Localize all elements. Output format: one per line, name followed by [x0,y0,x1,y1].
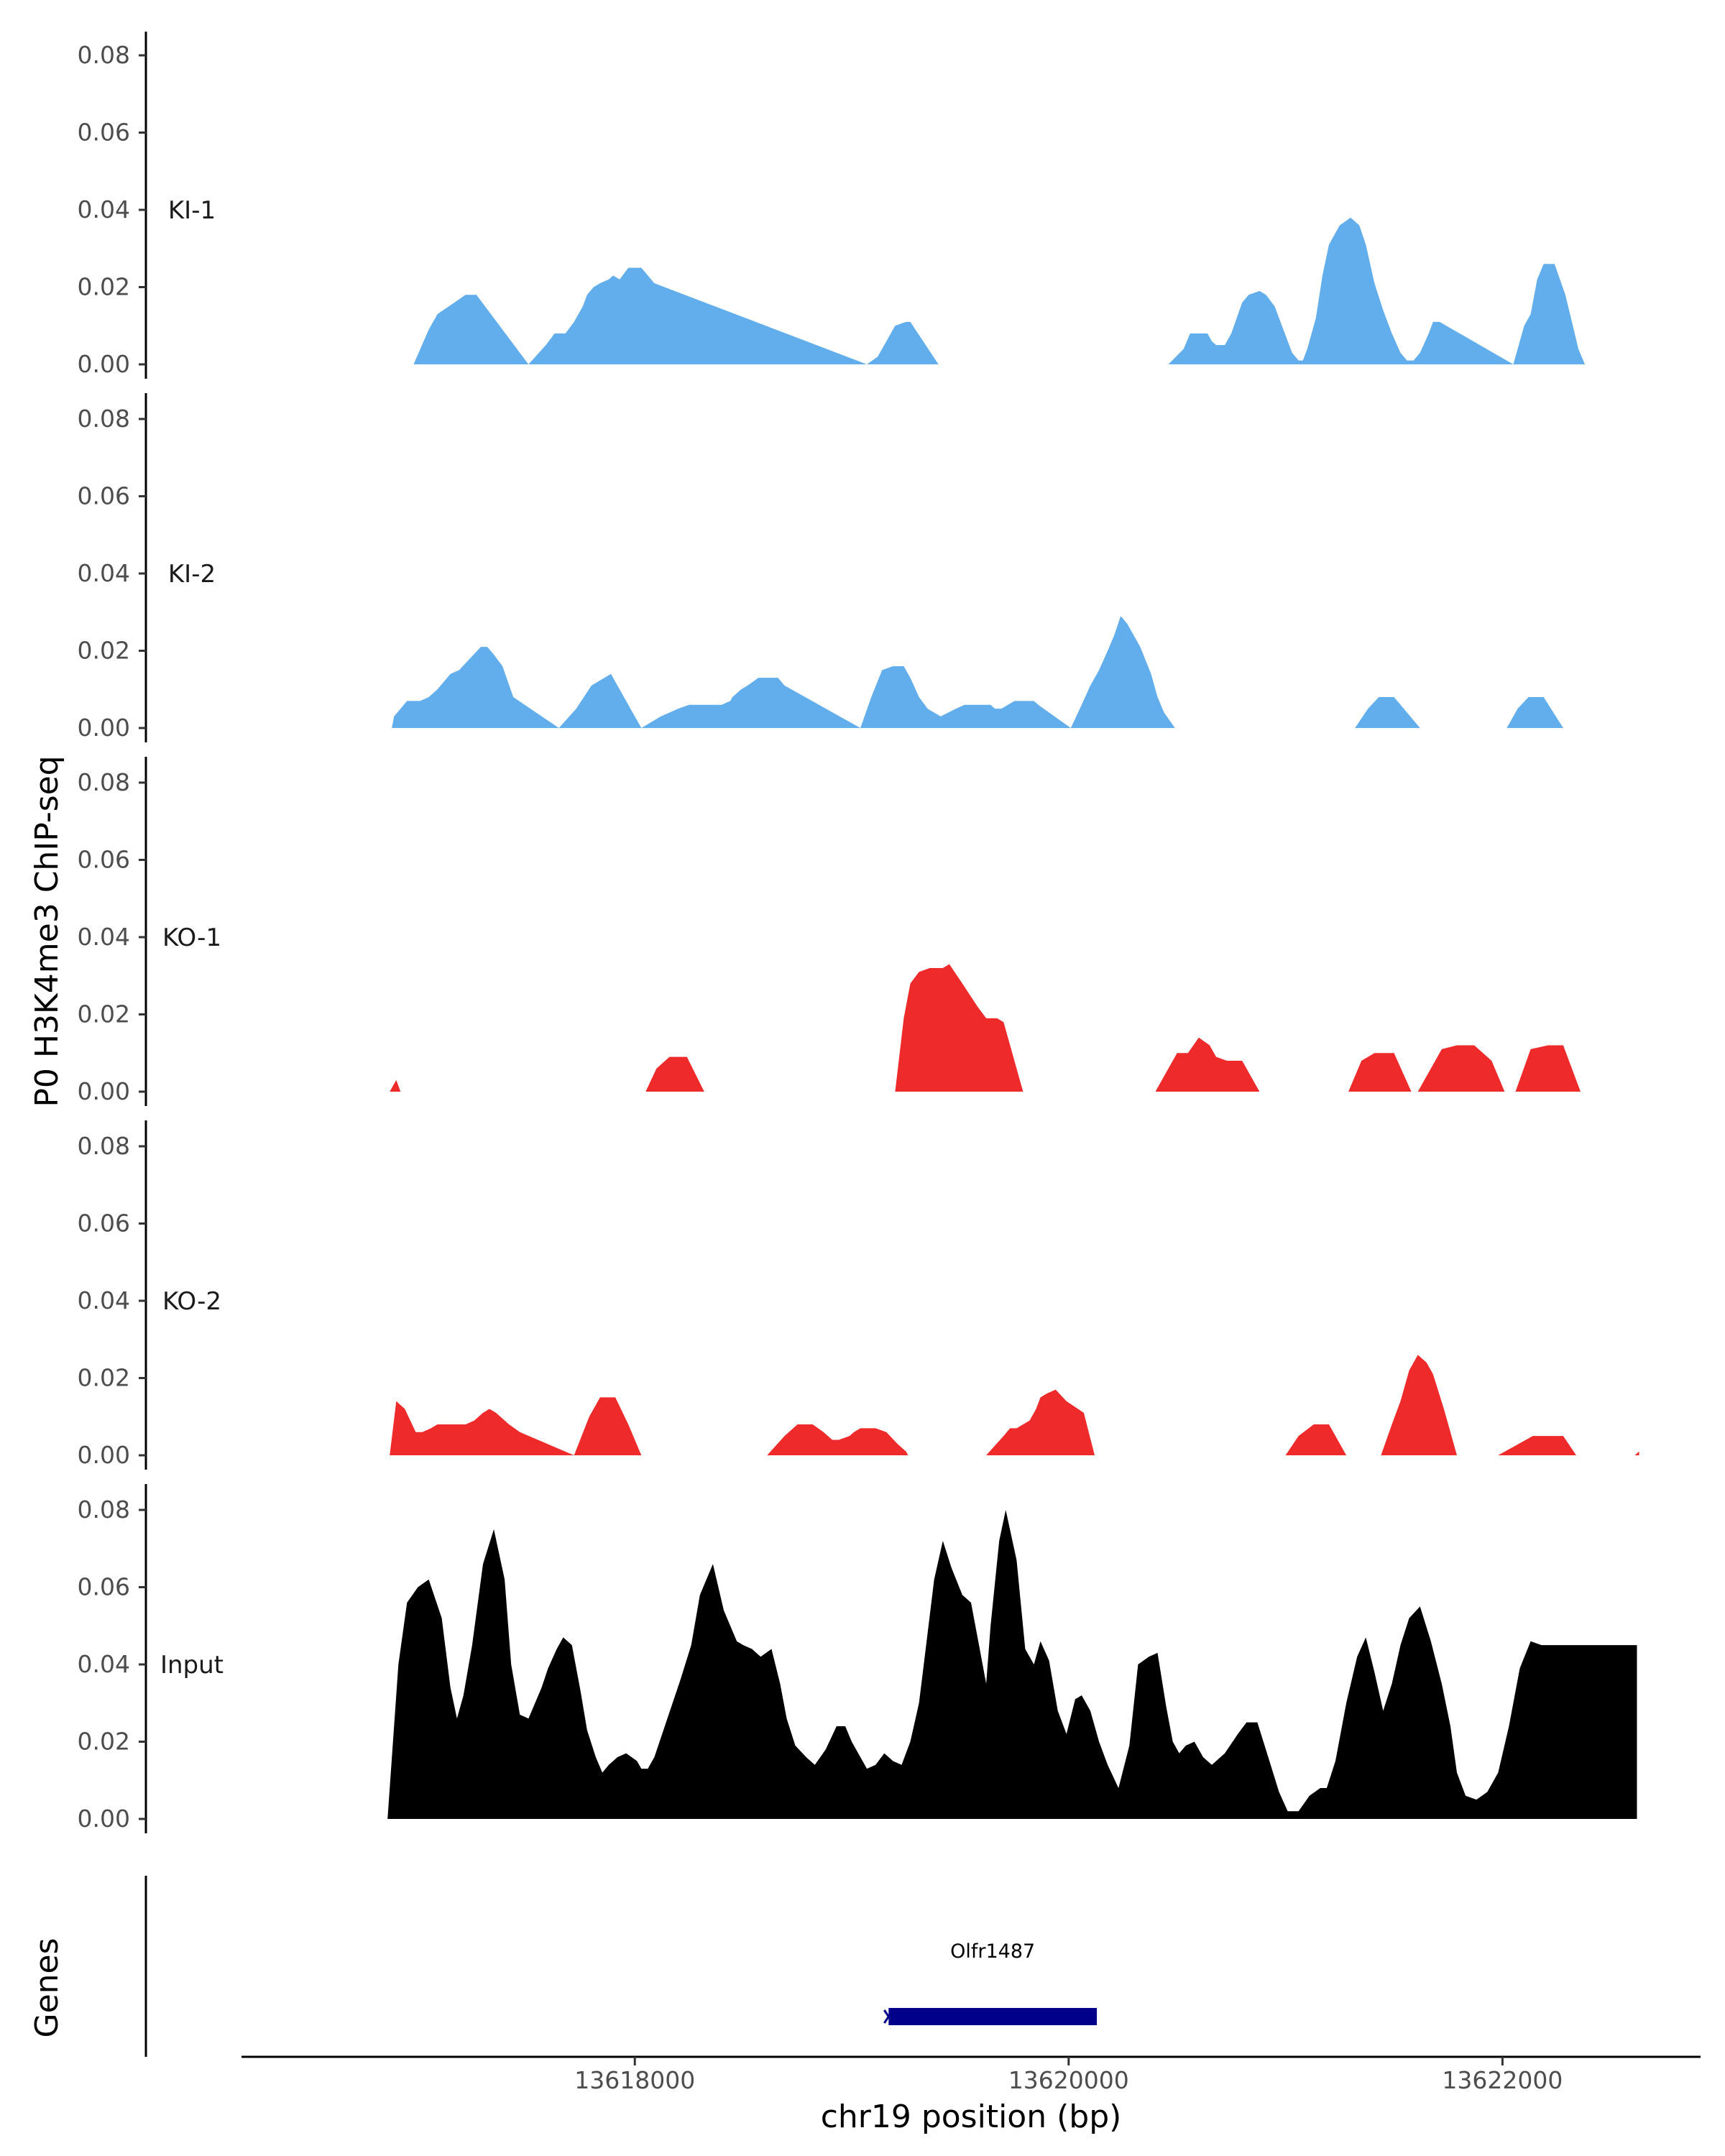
y-tick-label-ko-2: 0.06 [78,1210,130,1238]
track-ko-2: 0.00 0.02 0.04 0.06 0.08 KO-2 [78,1120,1639,1470]
y-tick-label-ki-2: 0.08 [78,405,130,433]
track-label-ko-1: KO-1 [162,923,221,952]
x-tick-label: 13622000 [1442,2066,1563,2094]
track-panels: 0.00 0.02 0.04 0.06 0.08 KI-1 0.00 0.02 0.04 0.06… [78,32,1639,1833]
y-tick-label-ki-1: 0.06 [78,119,130,147]
y-tick-label-ko-2: 0.04 [78,1286,130,1314]
track-ki-2: 0.00 0.02 0.04 0.06 0.08 KI-2 [78,393,1563,742]
y-tick-label-ko-1: 0.06 [78,846,130,874]
area-ko-2 [390,1355,1639,1455]
y-tick-label-ko-1: 0.02 [78,1000,130,1028]
y-tick-label-ki-1: 0.02 [78,273,130,301]
area-ko-1 [390,964,1581,1092]
track-label-input: Input [160,1651,224,1680]
y-tick-label-ko-2: 0.02 [78,1364,130,1392]
track-ki-1: 0.00 0.02 0.04 0.06 0.08 KI-1 [78,32,1586,379]
gene-body-olfr1487 [888,2008,1098,2025]
track-ko-1: 0.00 0.02 0.04 0.06 0.08 KO-1 [78,757,1581,1106]
y-tick-label-input: 0.02 [78,1728,130,1756]
gene-label-olfr1487: Olfr1487 [950,1940,1035,1963]
y-tick-label-ko-2: 0.08 [78,1132,130,1160]
gene-strand-marker [883,2009,894,2024]
y-tick-label-input: 0.00 [78,1805,130,1833]
y-tick-label-ki-2: 0.04 [78,559,130,587]
gene-panel: Olfr1487 13618000 13620000 13622000 [144,1876,1701,2094]
y-tick-label-ki-1: 0.04 [78,195,130,224]
genes-panel-title: Genes [29,1938,65,2037]
y-tick-label-ki-1: 0.08 [78,41,130,69]
track-label-ko-2: KO-2 [162,1287,221,1316]
area-input [387,1510,1637,1819]
y-tick-label-ko-1: 0.08 [78,768,130,796]
track-label-ki-1: KI-1 [168,196,216,225]
x-tick-label: 13620000 [1008,2066,1129,2094]
y-tick-label-ko-1: 0.00 [78,1077,130,1105]
y-tick-label-ki-2: 0.02 [78,637,130,665]
y-tick-label-input: 0.04 [78,1650,130,1678]
track-label-ki-2: KI-2 [168,560,216,589]
y-tick-label-ko-1: 0.04 [78,923,130,951]
y-tick-label-ko-2: 0.00 [78,1441,130,1469]
area-ki-1 [413,217,1586,364]
x-tick-label: 13618000 [574,2066,695,2094]
area-ki-2 [392,616,1563,728]
y-tick-label-input: 0.08 [78,1496,130,1524]
y-tick-label-ki-2: 0.00 [78,714,130,742]
x-axis-title: chr19 position (bp) [821,2099,1122,2135]
y-tick-label-ki-2: 0.06 [78,482,130,510]
y-tick-label-ki-1: 0.00 [78,350,130,378]
track-input: 0.00 0.02 0.04 0.06 0.08 Input [78,1484,1637,1833]
y-tick-label-input: 0.06 [78,1573,130,1601]
y-axis-title: P0 H3K4me3 ChIP-seq [29,755,65,1107]
